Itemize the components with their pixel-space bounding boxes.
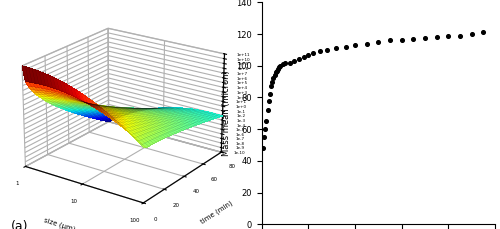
Point [264, 99, 272, 103]
Point [278, 62, 286, 66]
Point [323, 48, 331, 52]
Point [270, 74, 278, 77]
Point [262, 120, 270, 123]
Point [300, 55, 308, 59]
Point [275, 65, 283, 69]
Point [444, 35, 452, 38]
Point [316, 50, 324, 53]
Point [270, 77, 278, 80]
Point [410, 37, 418, 41]
Point [276, 64, 284, 68]
Text: (a): (a) [10, 220, 28, 229]
Point [290, 59, 298, 63]
Y-axis label: time (min): time (min) [199, 199, 234, 225]
Point [286, 61, 294, 64]
Point [309, 51, 317, 55]
Y-axis label: Mass mean (micron): Mass mean (micron) [222, 71, 230, 156]
Point [386, 38, 394, 42]
Point [261, 127, 269, 131]
Point [268, 80, 276, 83]
Point [342, 45, 349, 49]
Point [273, 69, 281, 72]
Point [304, 53, 312, 57]
Point [260, 135, 268, 139]
X-axis label: size (μm): size (μm) [42, 217, 76, 229]
Point [274, 67, 282, 71]
Point [480, 31, 488, 34]
Point [398, 38, 406, 41]
Point [295, 57, 303, 61]
Point [351, 43, 359, 47]
Point [374, 40, 382, 44]
Point [332, 46, 340, 50]
Point [264, 108, 272, 112]
Point [272, 70, 280, 74]
Point [266, 93, 274, 96]
Point [432, 35, 440, 39]
Point [267, 85, 275, 88]
Point [456, 34, 464, 38]
Point [468, 32, 475, 36]
Point [259, 146, 267, 150]
Point [421, 36, 429, 40]
Point [362, 42, 370, 45]
Point [281, 62, 289, 65]
